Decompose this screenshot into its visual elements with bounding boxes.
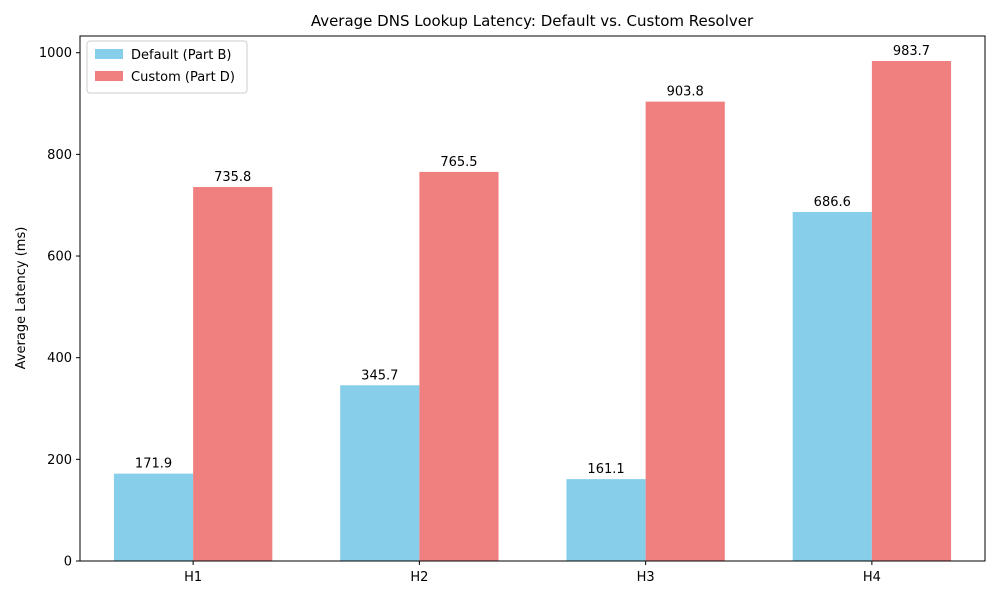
plot-frame bbox=[79, 35, 986, 562]
bar-default-h1 bbox=[113, 473, 194, 561]
data-label: 735.8 bbox=[214, 170, 251, 185]
y-tick-label: 0 bbox=[64, 555, 72, 570]
x-tick-label: H2 bbox=[410, 570, 428, 585]
y-tick-label: 600 bbox=[47, 250, 72, 265]
legend-swatch bbox=[95, 49, 123, 59]
data-label: 903.8 bbox=[667, 85, 704, 100]
y-axis-label: Average Latency (ms) bbox=[14, 227, 29, 370]
data-label: 161.1 bbox=[587, 462, 624, 477]
legend-label: Custom (Part D) bbox=[131, 70, 235, 85]
bar-custom-h3 bbox=[645, 101, 725, 561]
bar-default-h2 bbox=[340, 385, 420, 561]
data-label: 345.7 bbox=[361, 368, 398, 383]
y-tick-label: 1000 bbox=[39, 46, 72, 61]
chart-title: Average DNS Lookup Latency: Default vs. … bbox=[311, 12, 754, 30]
x-tick-label: H4 bbox=[863, 570, 881, 585]
bar-default-h4 bbox=[792, 212, 872, 562]
x-axis: H1 H2 H3 H4 bbox=[184, 561, 881, 585]
data-label: 171.9 bbox=[135, 457, 172, 472]
bar-custom-h1 bbox=[193, 187, 273, 562]
y-tick-label: 800 bbox=[47, 148, 72, 163]
data-label: 983.7 bbox=[893, 44, 930, 59]
data-label: 765.5 bbox=[440, 155, 477, 170]
legend: Default (Part B) Custom (Part D) bbox=[86, 40, 248, 94]
x-tick-label: H1 bbox=[184, 570, 202, 585]
y-tick-label: 200 bbox=[47, 453, 72, 468]
bar-custom-h2 bbox=[419, 171, 499, 561]
y-axis: 0 200 400 600 800 1000 bbox=[39, 46, 80, 570]
legend-swatch bbox=[95, 71, 123, 81]
bars-layer bbox=[113, 61, 952, 562]
bar-default-h3 bbox=[566, 479, 646, 561]
data-labels-layer: 171.9 345.7 161.1 686.6 735.8 765.5 903.8 983.7 bbox=[135, 44, 930, 477]
bar-custom-h4 bbox=[871, 61, 952, 561]
legend-box bbox=[86, 40, 248, 94]
x-tick-label: H3 bbox=[637, 570, 655, 585]
y-tick-label: 400 bbox=[47, 351, 72, 366]
data-label: 686.6 bbox=[814, 195, 851, 210]
legend-label: Default (Part B) bbox=[131, 48, 232, 63]
